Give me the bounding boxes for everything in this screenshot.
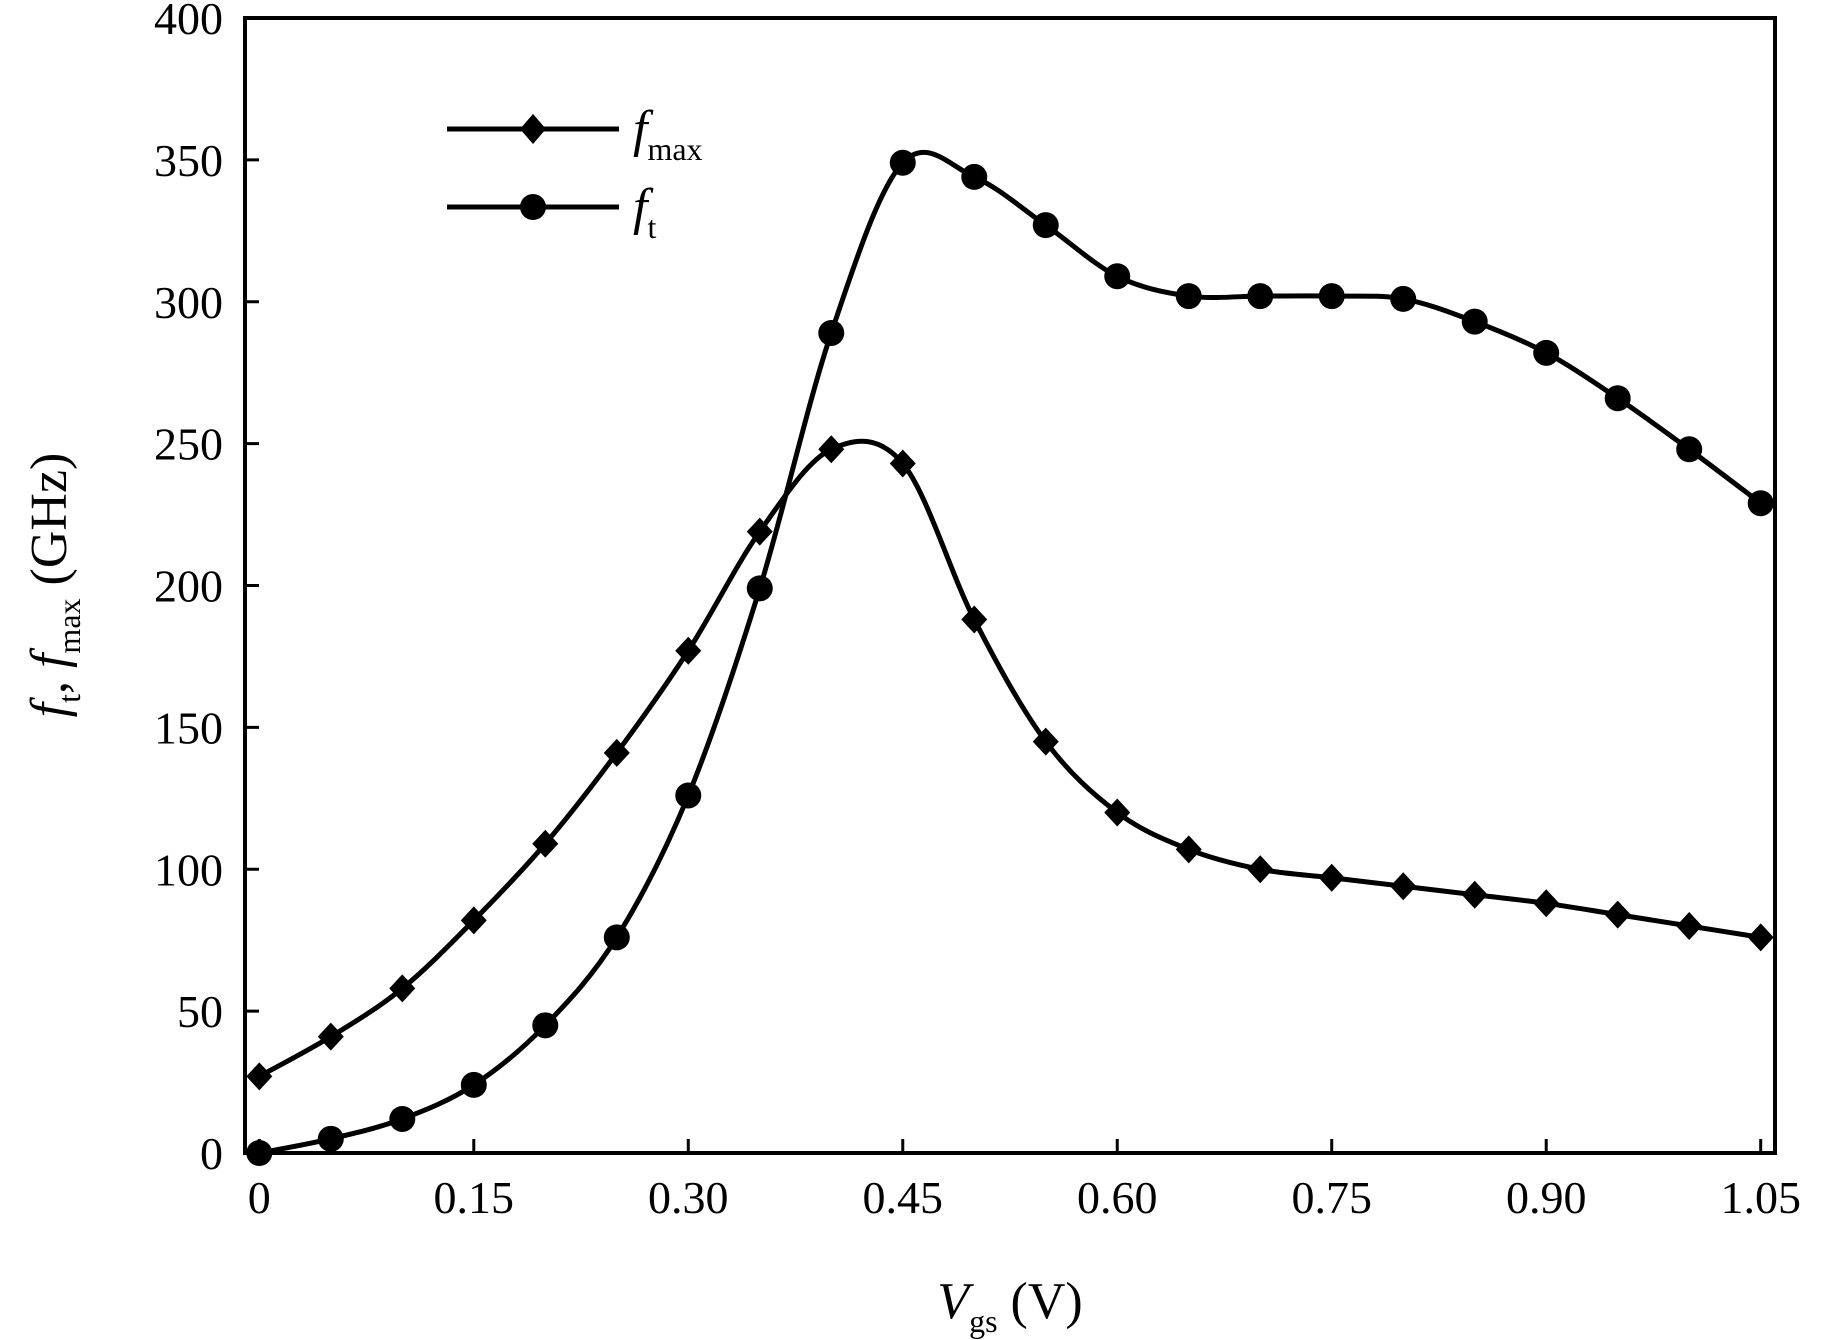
x-axis-label-sub: gs <box>969 1303 997 1339</box>
data-point-circle <box>1104 263 1131 290</box>
data-point-circle <box>389 1105 416 1132</box>
data-point-circle <box>1533 339 1560 366</box>
legend-entry-fmax: fmax <box>447 101 703 167</box>
y-axis-label-ft-sub: t <box>51 694 87 703</box>
y-axis-label-sep: , <box>21 668 78 694</box>
y-tick-label: 50 <box>177 986 223 1037</box>
data-point-circle <box>746 575 773 602</box>
data-point-diamond <box>532 829 559 858</box>
data-point-circle <box>246 1140 273 1166</box>
x-tick-label: 0.45 <box>863 1172 944 1223</box>
data-point-diamond <box>1032 727 1059 756</box>
y-tick-label: 350 <box>154 135 223 186</box>
x-axis-label: Vgs (V) <box>937 1273 1082 1339</box>
legend-label-ft-sub: t <box>647 209 656 245</box>
x-tick-label: 0 <box>248 1172 271 1223</box>
data-point-circle <box>1604 385 1631 412</box>
series-f-max <box>246 435 1774 1091</box>
data-point-diamond <box>818 435 845 464</box>
legend-label-fmax: fmax <box>633 101 703 167</box>
legend-marker-circle <box>520 194 546 220</box>
y-axis-label-fmax-sub: max <box>51 598 87 653</box>
data-point-diamond <box>1676 912 1703 940</box>
y-tick-label: 400 <box>154 0 223 44</box>
y-axis-label: ft, fmax (GHz) <box>21 453 87 718</box>
data-point-diamond <box>1104 798 1131 827</box>
data-point-circle <box>460 1071 487 1098</box>
legend: fmax ft <box>447 101 703 245</box>
x-tick-label: 0.15 <box>434 1172 515 1223</box>
y-tick-label: 250 <box>154 419 223 470</box>
y-tick-label: 100 <box>154 844 223 895</box>
data-point-circle <box>1676 436 1703 463</box>
series-layer <box>246 149 1774 1166</box>
x-tick-label: 0.75 <box>1291 1172 1372 1223</box>
x-axis-label-unit: (V) <box>998 1273 1083 1330</box>
y-tick-label: 150 <box>154 702 223 753</box>
series-line <box>258 438 1762 1079</box>
x-tick-label: 1.05 <box>1720 1172 1801 1223</box>
data-point-circle <box>961 163 988 190</box>
data-point-circle <box>818 319 845 346</box>
y-tick-label: 300 <box>154 277 223 328</box>
data-point-circle <box>1461 308 1488 335</box>
data-point-diamond <box>1390 872 1417 901</box>
data-point-diamond <box>246 1062 273 1091</box>
data-point-diamond <box>389 974 416 1003</box>
x-tick-label: 0.90 <box>1506 1172 1587 1223</box>
data-point-diamond <box>1747 923 1774 952</box>
data-point-circle <box>1318 283 1345 310</box>
data-point-circle <box>1032 212 1059 239</box>
legend-entry-ft: ft <box>447 179 656 245</box>
data-point-diamond <box>1461 880 1488 909</box>
data-point-diamond <box>460 906 487 935</box>
legend-label-ft: ft <box>633 179 656 245</box>
legend-marker-diamond <box>520 114 546 144</box>
x-tick-label: 0.60 <box>1077 1172 1158 1223</box>
y-tick-label: 0 <box>200 1128 223 1179</box>
data-point-circle <box>675 782 702 809</box>
series-line <box>258 149 1763 1156</box>
data-point-diamond <box>317 1022 344 1051</box>
y-axis-label-unit: (GHz) <box>21 453 78 599</box>
data-point-diamond <box>1604 900 1631 929</box>
data-point-diamond <box>961 605 988 634</box>
data-point-circle <box>1247 283 1274 310</box>
data-point-circle <box>1175 283 1202 310</box>
data-point-diamond <box>1533 889 1560 918</box>
data-point-diamond <box>889 449 916 478</box>
x-axis-ticks: 0 0.15 0.30 0.45 0.60 0.75 0.90 1.05 <box>248 1139 1801 1223</box>
x-axis-label-main: V <box>937 1273 974 1330</box>
data-point-diamond <box>1247 855 1274 884</box>
data-point-diamond <box>1175 835 1202 864</box>
plot-frame <box>243 16 1777 1155</box>
data-point-circle <box>1747 490 1774 517</box>
y-axis-ticks: 0 50 100 150 200 250 300 350 400 <box>154 0 259 1179</box>
data-point-circle <box>603 924 630 951</box>
data-point-diamond <box>675 636 702 665</box>
data-point-circle <box>1390 285 1417 312</box>
data-point-diamond <box>1318 863 1345 892</box>
data-point-circle <box>532 1012 559 1039</box>
y-tick-label: 200 <box>154 561 223 612</box>
data-point-diamond <box>603 738 630 767</box>
data-point-diamond <box>746 517 773 546</box>
data-point-circle <box>317 1125 344 1152</box>
series-f-t <box>246 149 1774 1166</box>
legend-label-fmax-sub: max <box>647 131 702 167</box>
data-point-circle <box>889 149 916 176</box>
x-tick-label: 0.30 <box>648 1172 729 1223</box>
